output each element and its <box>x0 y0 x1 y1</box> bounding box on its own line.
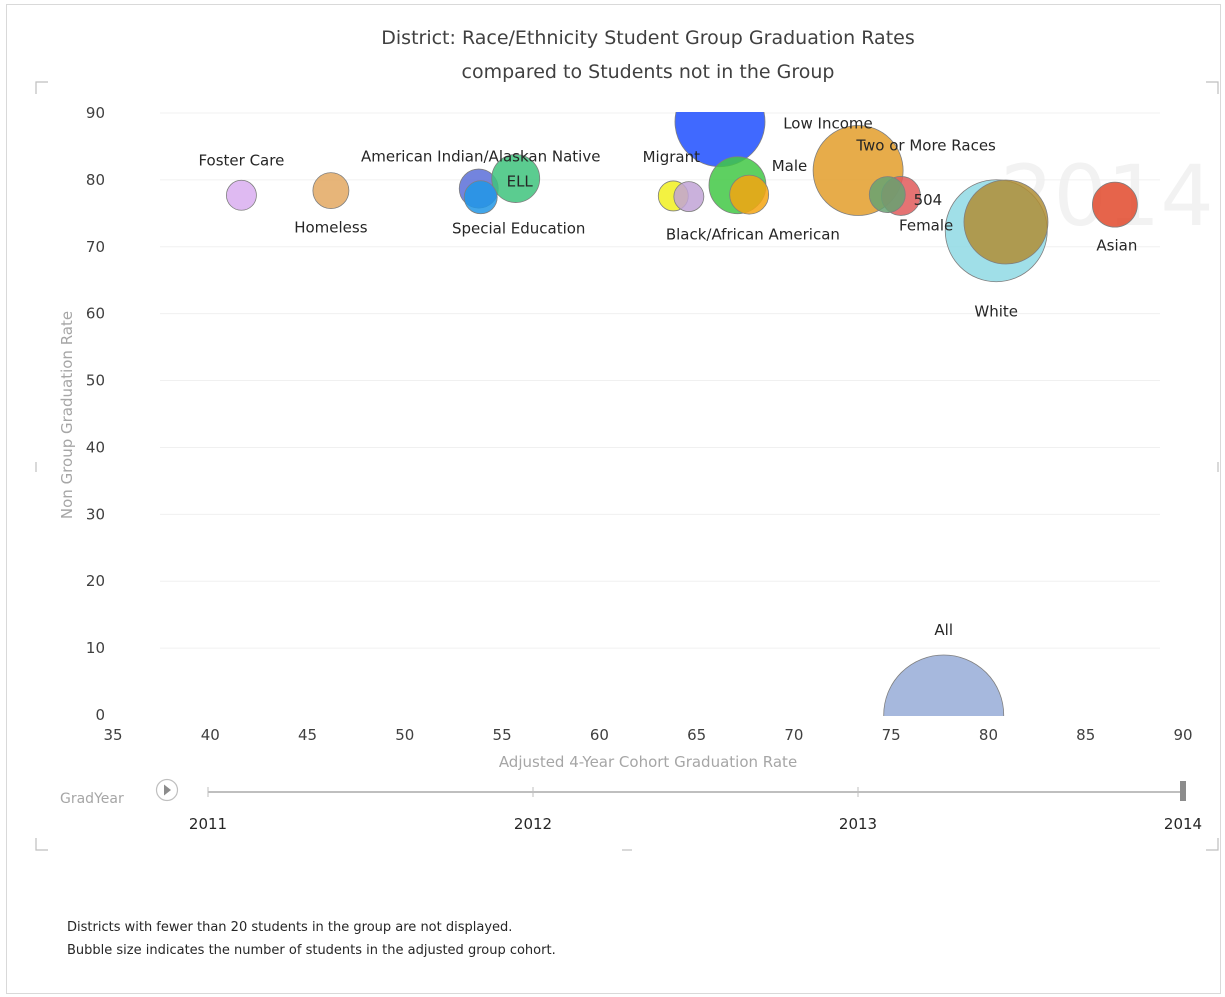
x-axis-title: Adjusted 4-Year Cohort Graduation Rate <box>499 753 797 771</box>
x-tick-45: 45 <box>298 726 317 744</box>
bubble-label-homeless: Homeless <box>294 219 368 237</box>
play-axis-handle[interactable] <box>1180 781 1186 801</box>
play-year-2013[interactable]: 2013 <box>839 815 877 833</box>
bubble-label-migrant: Migrant <box>643 148 700 166</box>
bubble-all[interactable] <box>883 654 1005 775</box>
bubble-black-african-american[interactable] <box>673 181 705 213</box>
play-icon[interactable] <box>164 784 171 796</box>
bubble-foster-care[interactable] <box>225 179 257 211</box>
x-axis-ticks: 35 40 45 50 55 60 65 70 75 80 85 90 <box>103 726 1192 744</box>
play-year-2012[interactable]: 2012 <box>514 815 552 833</box>
y-tick-40: 40 <box>86 438 105 456</box>
x-tick-60: 60 <box>590 726 609 744</box>
x-tick-75: 75 <box>882 726 901 744</box>
x-tick-50: 50 <box>395 726 414 744</box>
y-tick-10: 10 <box>86 639 105 657</box>
bubble-homeless[interactable] <box>312 172 350 209</box>
bubble-label-ell: ELL <box>507 173 534 191</box>
y-tick-60: 60 <box>86 305 105 323</box>
bubble-labels: Foster Care Homeless American Indian/Alask… <box>198 115 1137 639</box>
y-axis-title: Non Group Graduation Rate <box>58 311 76 519</box>
bubble-special-education[interactable] <box>463 180 498 215</box>
bubble-label-two-or-more-races: Two or More Races <box>855 137 996 155</box>
play-axis: GradYear 2011 2012 2013 2014 <box>60 778 1202 833</box>
play-year-2011[interactable]: 2011 <box>189 815 227 833</box>
chart-frame <box>6 4 1221 994</box>
bubble-unlabeled-14[interactable] <box>963 179 1049 265</box>
footnote-bubble-size: Bubble size indicates the number of stud… <box>67 943 556 958</box>
x-tick-85: 85 <box>1076 726 1095 744</box>
y-tick-70: 70 <box>86 238 105 256</box>
x-tick-35: 35 <box>103 726 122 744</box>
x-tick-65: 65 <box>687 726 706 744</box>
bubble-label-504: 504 <box>914 191 943 209</box>
chart-title-line-1: District: Race/Ethnicity Student Group G… <box>381 27 914 49</box>
x-tick-55: 55 <box>493 726 512 744</box>
y-tick-0: 0 <box>95 706 105 724</box>
bubble-label-asian: Asian <box>1096 237 1137 255</box>
y-tick-30: 30 <box>86 505 105 523</box>
bubble-label-special-education: Special Education <box>452 219 586 237</box>
y-axis-ticks: 0 10 20 30 40 50 60 70 80 90 <box>86 104 105 724</box>
y-tick-20: 20 <box>86 572 105 590</box>
bubble-label-black-african-american: Black/African American <box>666 226 840 244</box>
bubble-label-low-income: Low Income <box>783 115 873 133</box>
visual-corner-marks <box>35 81 1219 851</box>
bubble-unlabeled-12[interactable] <box>868 176 906 214</box>
bubble-asian[interactable] <box>1092 181 1138 228</box>
bubble-label-all: All <box>934 621 953 639</box>
play-year-2014[interactable]: 2014 <box>1164 815 1202 833</box>
chart-title-line-2: compared to Students not in the Group <box>462 61 835 83</box>
y-tick-50: 50 <box>86 372 105 390</box>
x-tick-90: 90 <box>1173 726 1192 744</box>
play-axis-label: GradYear <box>60 791 124 807</box>
bubble-label-male: Male <box>772 157 808 175</box>
x-tick-80: 80 <box>979 726 998 744</box>
x-tick-70: 70 <box>784 726 803 744</box>
y-tick-90: 90 <box>86 104 105 122</box>
bubble-label-foster-care: Foster Care <box>198 151 284 169</box>
bubble-label-female: Female <box>899 217 953 235</box>
bubble-label-white: White <box>974 303 1018 321</box>
x-tick-40: 40 <box>201 726 220 744</box>
footnote-min-students: Districts with fewer than 20 students in… <box>67 920 513 935</box>
bubble-label-american-indian-alaskan-native: American Indian/Alaskan Native <box>361 148 600 166</box>
bubbles <box>225 112 1138 775</box>
bubble-female[interactable] <box>729 174 770 215</box>
y-tick-80: 80 <box>86 171 105 189</box>
play-button[interactable] <box>155 778 179 802</box>
bubble-ell[interactable] <box>491 154 541 203</box>
